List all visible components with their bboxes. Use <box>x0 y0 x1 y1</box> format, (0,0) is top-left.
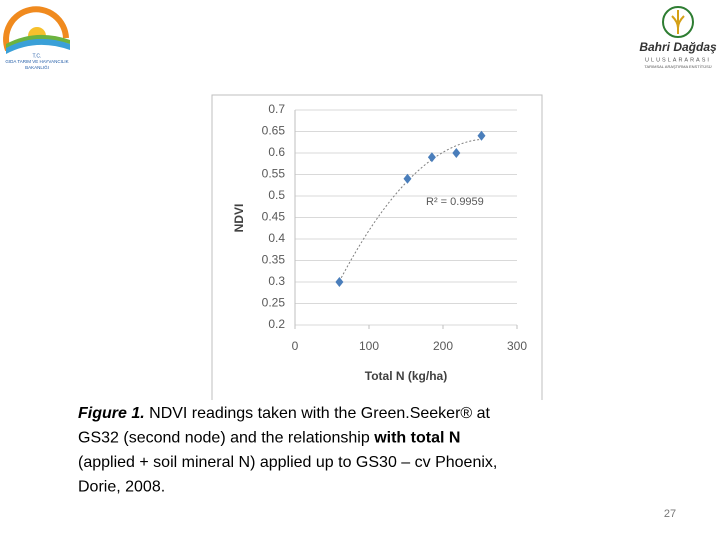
caption-line: (applied + soil mineral N) applied up to… <box>78 454 497 471</box>
logo-text: T.C. <box>33 53 42 59</box>
chart-frame <box>211 94 543 400</box>
y-tick-label: 0.3 <box>268 274 285 288</box>
logo-text: GIDA TARIM VE HAYVANCILIK <box>5 59 68 64</box>
x-tick-label: 0 <box>292 339 299 353</box>
point <box>427 152 436 163</box>
logo-field <box>6 34 70 48</box>
logo-arc <box>3 6 69 52</box>
y-tick-label: 0.4 <box>268 231 285 245</box>
logo-line: TARIMSAL ARAŞTIRMA ENSTİTÜSÜ <box>644 64 711 69</box>
caption-run: GS32 (second node) and the relationship <box>78 430 374 447</box>
caption-line: GS32 (second node) and the relationship … <box>78 430 460 447</box>
caption-line: Dorie, 2008. <box>78 479 165 496</box>
y-tick-label: 0.2 <box>268 317 285 331</box>
point <box>452 148 461 158</box>
left-logo: T.C. GIDA TARIM VE HAYVANCILIK BAKANLIĞI <box>3 6 70 70</box>
x-axis-title: Total N (kg/ha) <box>365 369 447 383</box>
y-tick-label: 0.55 <box>262 167 286 181</box>
logo-wheat <box>671 10 685 34</box>
page-number: 27 <box>664 508 676 520</box>
y-tick-label: 0.6 <box>268 145 285 159</box>
y-axis-title: NDVI <box>232 204 246 233</box>
caption-run: Dorie, 2008. <box>78 479 165 496</box>
y-tick-label: 0.45 <box>262 210 286 224</box>
logo-name: Bahri Dağdaş <box>639 40 717 54</box>
caption-run: (applied + soil mineral N) applied up to… <box>78 454 497 471</box>
logo-sub: ULUSLARARASI <box>645 57 711 63</box>
y-tick-label: 0.25 <box>262 296 286 310</box>
caption-run: NDVI readings taken with the Green.Seeke… <box>145 405 491 422</box>
right-logo: Bahri Dağdaş ULUSLARARASI TARIMSAL ARAŞT… <box>639 6 717 69</box>
y-tick-label: 0.5 <box>268 188 285 202</box>
x-tick-label: 300 <box>507 339 527 353</box>
r-squared: R² = 0.9959 <box>426 196 484 208</box>
caption: Figure 1. NDVI readings taken with the G… <box>78 405 497 496</box>
caption-run: Figure 1. <box>78 405 145 422</box>
logo-text: BAKANLIĞI <box>25 64 49 70</box>
y-tick-label: 0.7 <box>268 102 285 116</box>
point <box>403 173 412 184</box>
point <box>477 130 486 141</box>
plot: 0.2 0.25 0.3 0.35 0.4 0.45 0.5 0.55 0.6 0.65 0.7 0 1… <box>262 102 528 353</box>
logo-emblem <box>662 6 694 38</box>
y-tick-label: 0.35 <box>262 253 286 267</box>
caption-line: Figure 1. NDVI readings taken with the G… <box>78 405 491 422</box>
point <box>335 277 344 287</box>
caption-run: with total N <box>373 430 460 447</box>
x-tick-label: 200 <box>433 339 453 353</box>
logo-wave <box>6 37 70 54</box>
y-tick-label: 0.65 <box>262 124 286 138</box>
x-tick-label: 100 <box>359 339 379 353</box>
